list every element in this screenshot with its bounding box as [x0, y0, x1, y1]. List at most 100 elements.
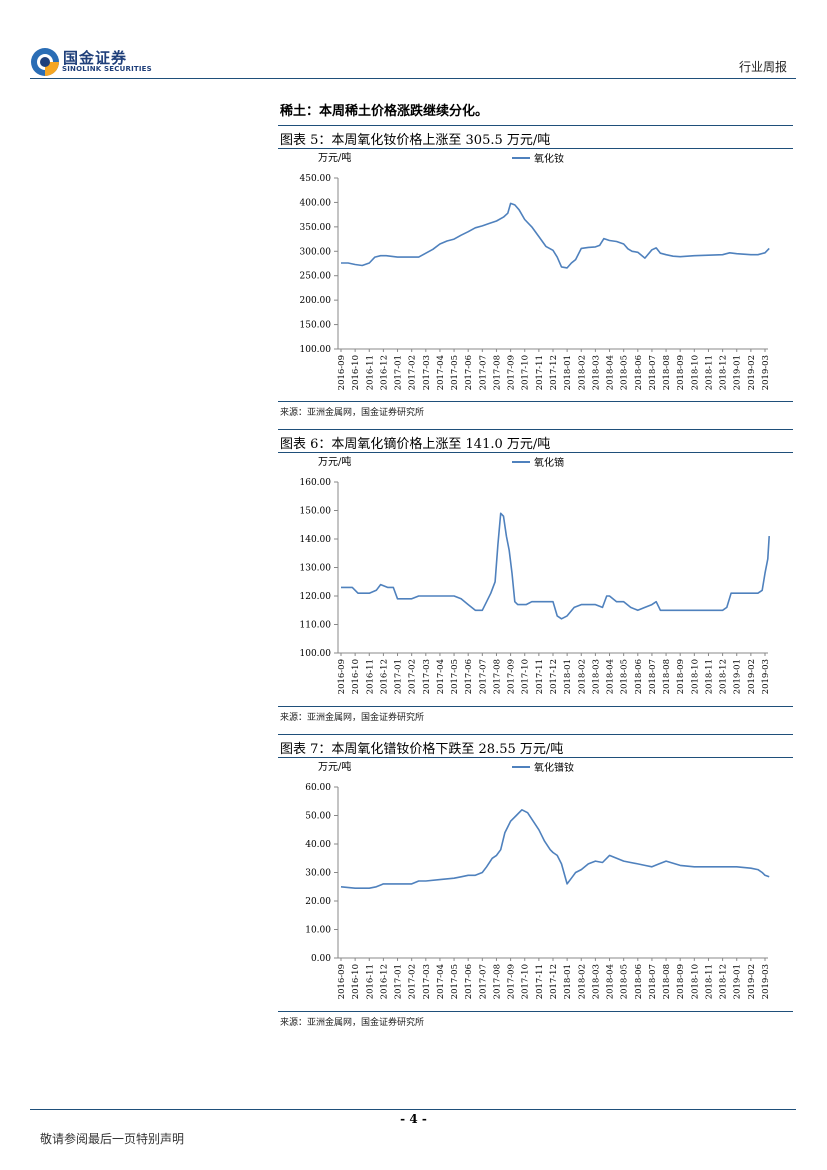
x-tick-label: 2018-08 — [662, 355, 672, 390]
x-tick-label: 2017-10 — [521, 659, 531, 694]
figure-6-title: 图表 6：本周氧化镝价格上涨至 141.0 万元/吨 — [280, 437, 551, 452]
x-tick-label: 2018-09 — [676, 355, 686, 390]
x-tick-label: 2016-09 — [337, 964, 347, 999]
x-tick-label: 2017-05 — [450, 964, 460, 999]
x-tick-label: 2017-03 — [422, 659, 432, 694]
x-tick-label: 2016-10 — [351, 355, 361, 390]
x-tick-label: 2019-02 — [747, 964, 757, 999]
figure-7-top-rule — [278, 734, 793, 735]
x-tick-label: 2019-02 — [747, 659, 757, 694]
x-tick-label: 2019-01 — [733, 964, 743, 999]
x-tick-label: 2017-07 — [478, 355, 488, 390]
figure-6-bottom-rule — [278, 706, 793, 707]
x-tick-label: 2018-06 — [634, 355, 644, 390]
figure-7-chart: 0.00 10.00 20.00 30.00 40.00 50.00 60.00 2016-0… — [305, 760, 771, 999]
footer-divider — [30, 1109, 796, 1110]
x-tick-label: 2016-12 — [379, 659, 389, 694]
figure-5-title-rule — [278, 148, 793, 149]
y-tick-label: 100.00 — [300, 345, 332, 355]
figure-5-source: 来源：亚洲金属网，国金证券研究所 — [280, 408, 425, 418]
x-tick-label: 2018-07 — [648, 659, 658, 694]
x-tick-label: 2018-04 — [606, 964, 616, 999]
x-tick-label: 2018-05 — [620, 659, 630, 694]
y-axis-unit: 万元/吨 — [318, 151, 351, 164]
company-logo: 国金证券 SINOLINK SECURITIES — [30, 46, 160, 78]
y-tick-label: 40.00 — [305, 840, 331, 850]
series-line — [341, 512, 770, 620]
figure-6-source: 来源：亚洲金属网，国金证券研究所 — [280, 713, 425, 723]
series-line — [340, 808, 770, 889]
page-number: - 4 - — [400, 1112, 427, 1126]
x-tick-label: 2018-03 — [591, 355, 601, 390]
x-tick-label: 2019-03 — [761, 659, 771, 694]
x-tick-label: 2018-02 — [577, 659, 587, 694]
y-tick-label: 130.00 — [300, 564, 332, 574]
y-tick-label: 300.00 — [300, 247, 332, 257]
figure-6-title-rule — [278, 452, 793, 453]
y-tick-label: 30.00 — [305, 869, 331, 879]
report-type-label: 行业周报 — [738, 60, 787, 74]
x-tick-label: 2018-02 — [577, 964, 587, 999]
figure-7-title: 图表 7：本周氧化镨钕价格下跌至 28.55 万元/吨 — [280, 742, 564, 757]
y-tick-label: 450.00 — [300, 174, 332, 184]
x-tick-label: 2017-11 — [535, 355, 545, 390]
logo-text-en: SINOLINK SECURITIES — [62, 65, 152, 73]
x-tick-label: 2018-12 — [719, 964, 729, 999]
x-tick-label: 2017-05 — [450, 355, 460, 390]
x-tick-label: 2018-09 — [676, 659, 686, 694]
series-line — [341, 202, 770, 269]
y-tick-label: 250.00 — [300, 272, 332, 282]
figure-5-bottom-rule — [278, 401, 793, 402]
figure-6-chart: 100.00 110.00 120.00 130.00 140.00 150.00 160.… — [300, 455, 772, 694]
y-tick-label: 20.00 — [305, 897, 331, 907]
x-tick-label: 2018-03 — [591, 964, 601, 999]
x-tick-label: 2019-03 — [761, 964, 771, 999]
x-tick-label: 2017-08 — [492, 659, 502, 694]
figure-5-title: 图表 5：本周氧化钕价格上涨至 305.5 万元/吨 — [280, 133, 551, 148]
x-tick-label: 2017-03 — [422, 355, 432, 390]
x-tick-label: 2018-10 — [690, 355, 700, 390]
x-tick-label: 2017-04 — [436, 964, 446, 999]
x-tick-label: 2017-02 — [408, 964, 418, 999]
logo-icon — [31, 48, 59, 76]
x-tick-label: 2018-05 — [620, 964, 630, 999]
x-tick-label: 2017-04 — [436, 355, 446, 390]
figure-7-title-rule — [278, 757, 793, 758]
x-tick-label: 2019-01 — [733, 355, 743, 390]
figure-7-source: 来源：亚洲金属网，国金证券研究所 — [280, 1018, 425, 1028]
x-tick-label: 2017-12 — [549, 964, 559, 999]
section-heading: 稀土：本周稀土价格涨跌继续分化。 — [280, 104, 489, 119]
x-tick-label: 2018-12 — [719, 659, 729, 694]
x-tick-label: 2016-11 — [365, 355, 375, 390]
header-divider — [30, 78, 796, 79]
y-axis-unit: 万元/吨 — [318, 760, 351, 773]
x-tick-label: 2017-10 — [521, 355, 531, 390]
x-tick-label: 2017-04 — [436, 659, 446, 694]
figure-5-chart: 100.00 150.00 200.00 250.00 300.00 350.00 400.… — [300, 151, 772, 390]
y-tick-label: 110.00 — [300, 621, 332, 631]
x-tick-label: 2017-05 — [450, 659, 460, 694]
figure-6-top-rule — [278, 429, 793, 430]
y-tick-label: 100.00 — [300, 649, 332, 659]
x-tick-label: 2017-06 — [464, 964, 474, 999]
x-tick-label: 2018-10 — [690, 964, 700, 999]
x-tick-label: 2016-11 — [365, 964, 375, 999]
y-tick-label: 160.00 — [300, 478, 332, 488]
x-tick-label: 2017-01 — [394, 964, 404, 999]
x-tick-label: 2017-09 — [507, 964, 517, 999]
x-tick-label: 2018-04 — [606, 659, 616, 694]
x-tick-label: 2018-01 — [563, 355, 573, 390]
y-tick-label: 200.00 — [300, 296, 332, 306]
x-tick-label: 2017-12 — [549, 659, 559, 694]
x-tick-label: 2018-01 — [563, 964, 573, 999]
x-tick-label: 2017-07 — [478, 964, 488, 999]
x-tick-label: 2017-02 — [408, 659, 418, 694]
x-tick-label: 2017-11 — [535, 964, 545, 999]
footer-disclaimer: 敬请参阅最后一页特别声明 — [40, 1132, 185, 1146]
x-tick-label: 2017-02 — [408, 355, 418, 390]
x-tick-label: 2017-01 — [394, 659, 404, 694]
x-tick-label: 2018-06 — [634, 964, 644, 999]
y-tick-label: 0.00 — [311, 954, 331, 964]
y-tick-label: 400.00 — [300, 198, 332, 208]
x-tick-label: 2016-12 — [379, 964, 389, 999]
